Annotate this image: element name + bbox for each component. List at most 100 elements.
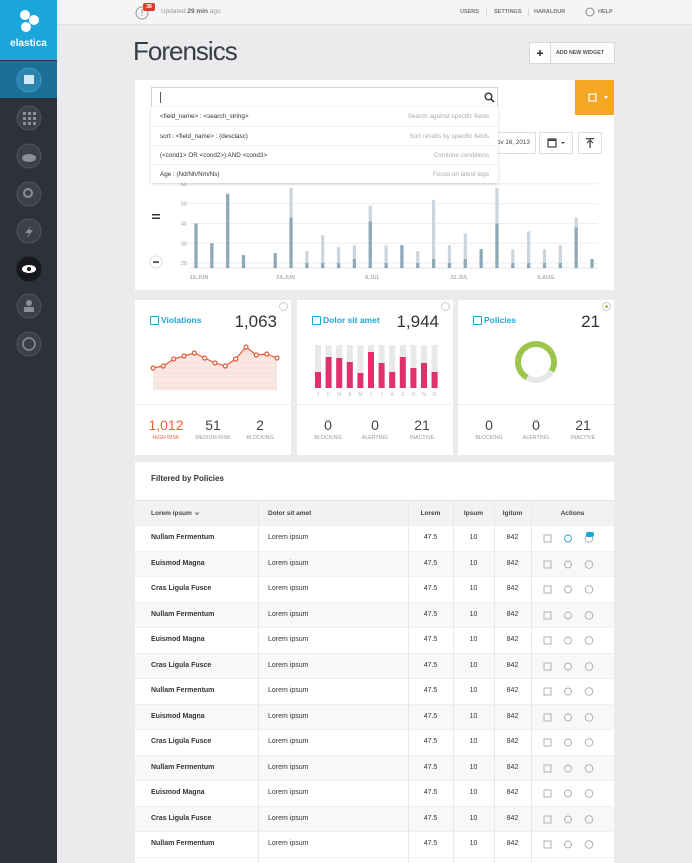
link-action[interactable] bbox=[564, 789, 572, 798]
edit-action[interactable] bbox=[543, 840, 552, 849]
filter-button[interactable] bbox=[575, 80, 614, 115]
link-action[interactable] bbox=[564, 636, 572, 645]
info-action[interactable] bbox=[584, 712, 594, 722]
info-action[interactable] bbox=[584, 687, 594, 696]
help-link[interactable]: HELP bbox=[598, 9, 613, 15]
column-header[interactable]: Dolor sit amet bbox=[268, 510, 312, 517]
info-action[interactable] bbox=[584, 661, 594, 671]
suggestion-row[interactable]: sort : <field_name> : (desclasc) Sort res… bbox=[151, 126, 498, 146]
zoom-in[interactable] bbox=[152, 217, 160, 220]
histogram-bar bbox=[447, 263, 452, 268]
info-action[interactable] bbox=[584, 814, 594, 824]
table-cell: 10 bbox=[469, 712, 478, 720]
info-action[interactable] bbox=[584, 610, 594, 620]
nav-compass[interactable] bbox=[16, 331, 42, 357]
edit-action[interactable] bbox=[543, 636, 552, 645]
link-action[interactable] bbox=[564, 662, 572, 670]
link-action[interactable] bbox=[564, 764, 572, 772]
bar-track bbox=[431, 345, 438, 388]
table-cell: Lorem ipsum bbox=[268, 636, 309, 643]
column-header[interactable]: Lorem ipsum bbox=[151, 510, 192, 517]
suggestion-syntax: (<cond1> OR <cond2>) AND <cond3> bbox=[160, 152, 268, 159]
histogram-bar bbox=[226, 193, 230, 268]
line-point bbox=[274, 355, 280, 361]
widget-total: 21 bbox=[581, 312, 600, 331]
edit-action[interactable] bbox=[543, 789, 552, 798]
nav-settings-link[interactable]: SETTINGS bbox=[494, 9, 522, 15]
bar bbox=[410, 368, 417, 388]
edit-action[interactable] bbox=[543, 764, 552, 772]
edit-action[interactable] bbox=[543, 585, 552, 594]
notification-icon[interactable] bbox=[135, 3, 157, 21]
stat-label: HIGH RISK bbox=[152, 435, 180, 441]
sort-icon[interactable] bbox=[194, 511, 200, 517]
sidebar: elastica bbox=[0, 0, 57, 863]
suggestion-row[interactable]: <field_name> : <search_string> Search aga… bbox=[151, 107, 498, 126]
edit-action[interactable] bbox=[543, 738, 552, 747]
edit-action[interactable] bbox=[543, 611, 552, 619]
histogram-bar bbox=[336, 247, 341, 268]
info-action[interactable] bbox=[584, 636, 594, 645]
suggestion-syntax: sort : <field_name> : (desclasc) bbox=[160, 133, 248, 140]
nav-search[interactable] bbox=[16, 181, 42, 207]
link-action[interactable] bbox=[564, 738, 572, 747]
info-action[interactable] bbox=[584, 789, 594, 798]
link-action[interactable] bbox=[564, 585, 572, 594]
info-action[interactable] bbox=[584, 840, 594, 849]
edit-action[interactable] bbox=[543, 534, 552, 543]
table-cell: Lorem ipsum bbox=[268, 661, 309, 669]
search-icon[interactable] bbox=[484, 92, 495, 103]
info-action[interactable] bbox=[584, 738, 594, 747]
table-cell: 10 bbox=[469, 559, 478, 567]
table-cell: Lorem ipsum bbox=[268, 712, 309, 720]
column-header[interactable]: Igitum bbox=[502, 510, 523, 517]
histogram-bar bbox=[194, 223, 198, 268]
edit-action[interactable] bbox=[543, 662, 552, 670]
suggestion-row[interactable]: (<cond1> OR <cond2>) AND <cond3> Combine … bbox=[151, 145, 498, 165]
calendar-button[interactable] bbox=[539, 132, 573, 154]
info-action[interactable] bbox=[584, 763, 594, 773]
zoom-in[interactable] bbox=[152, 214, 160, 216]
zoom-out-bar bbox=[153, 261, 159, 263]
widget-select[interactable] bbox=[279, 302, 288, 311]
link-action[interactable] bbox=[564, 815, 572, 823]
link-action[interactable] bbox=[564, 560, 572, 568]
add-widget-button[interactable]: ADD NEW WIDGET bbox=[529, 42, 615, 64]
y-tick-label: 30 bbox=[181, 241, 187, 247]
edit-action[interactable] bbox=[543, 815, 552, 823]
link-action[interactable] bbox=[564, 611, 572, 619]
widget-select[interactable] bbox=[602, 302, 611, 311]
histogram-bar bbox=[432, 259, 436, 268]
link-action[interactable] bbox=[564, 687, 572, 696]
search-input[interactable] bbox=[151, 87, 498, 108]
table-cell: 842 bbox=[506, 585, 519, 592]
info-action[interactable] bbox=[584, 585, 594, 594]
table-cell: 842 bbox=[506, 687, 519, 694]
suggestion-row[interactable]: Age : (Nd/Nh/Nm/Ns) Focus on latest logs bbox=[151, 164, 498, 184]
line-point bbox=[160, 363, 166, 369]
link-action[interactable] bbox=[564, 840, 572, 849]
x-tick-label: 22.JUL bbox=[450, 275, 469, 281]
export-button[interactable] bbox=[578, 132, 602, 154]
link-action[interactable] bbox=[564, 713, 572, 721]
widget-select[interactable] bbox=[441, 302, 450, 311]
table-cell: Cras Ligula Fusce bbox=[151, 585, 212, 592]
edit-action[interactable] bbox=[543, 687, 552, 696]
link-action[interactable] bbox=[564, 534, 572, 543]
table-cell: Euismod Magna bbox=[151, 712, 205, 720]
histogram-bar bbox=[305, 251, 309, 268]
logo[interactable]: elastica bbox=[0, 0, 57, 60]
table-cell: Lorem ipsum bbox=[268, 840, 309, 847]
column-header[interactable]: Actions bbox=[560, 510, 585, 517]
nav-users-link[interactable]: USERS bbox=[460, 9, 479, 15]
suggestion-dropdown: <field_name> : <search_string> Search aga… bbox=[151, 107, 498, 183]
column-header[interactable]: Ipsum bbox=[463, 510, 484, 517]
edit-action[interactable] bbox=[543, 713, 552, 721]
table-row: Nullam Fermentum Lorem ipsum 47.5 10 842 bbox=[135, 526, 614, 552]
table-cell: 10 bbox=[469, 610, 478, 618]
row-actions bbox=[543, 610, 594, 620]
nav-user-link[interactable]: HARALDUR bbox=[534, 9, 566, 15]
column-header[interactable]: Lorem bbox=[420, 510, 441, 517]
info-action[interactable] bbox=[584, 559, 594, 569]
edit-action[interactable] bbox=[543, 560, 552, 568]
